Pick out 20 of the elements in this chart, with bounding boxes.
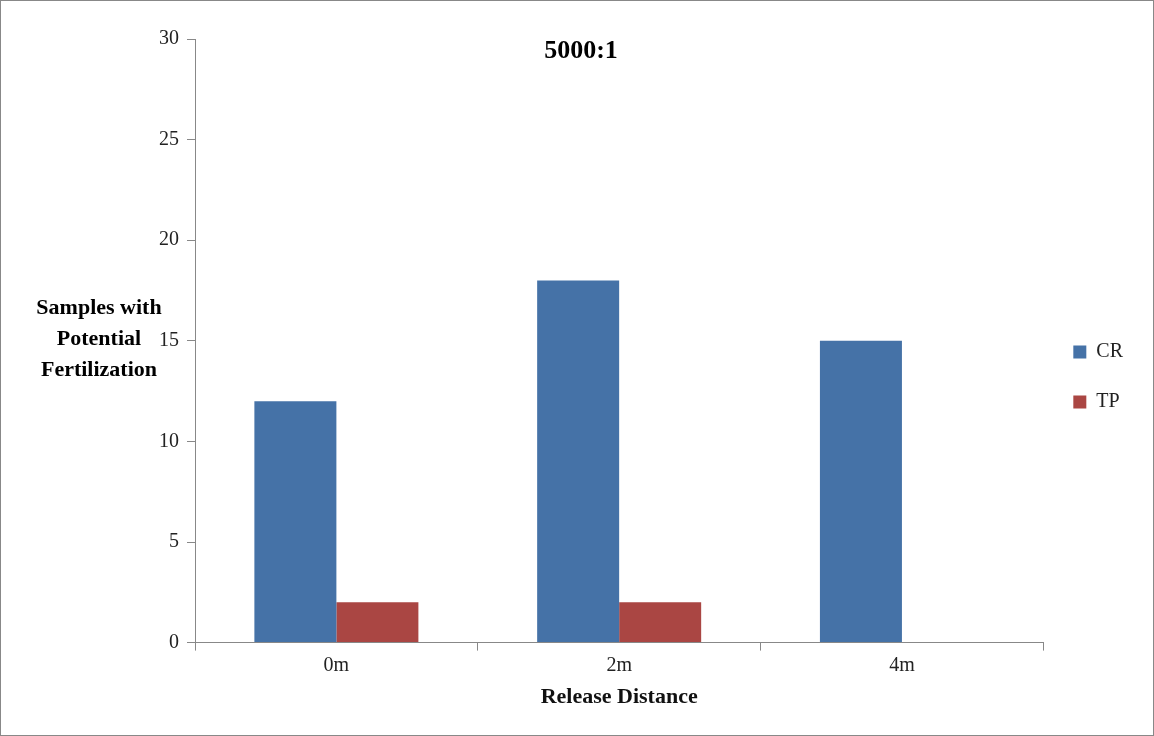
bar bbox=[336, 602, 419, 643]
bar bbox=[537, 280, 620, 643]
y-tick-label: 0 bbox=[169, 629, 179, 652]
bar bbox=[619, 602, 702, 643]
legend-label: CR bbox=[1096, 339, 1124, 362]
y-tick-label: 20 bbox=[159, 227, 179, 250]
y-tick-label: 5 bbox=[169, 529, 179, 552]
chart-title: 5000:1 bbox=[543, 35, 619, 65]
legend-label: TP bbox=[1096, 389, 1120, 412]
x-tick-label: 4m bbox=[889, 652, 916, 675]
y-tick-label: 25 bbox=[159, 126, 179, 149]
x-tick-label: 2m bbox=[606, 652, 633, 675]
bar bbox=[254, 401, 337, 643]
y-tick-label: 30 bbox=[159, 26, 179, 49]
bar bbox=[819, 340, 902, 643]
y-axis-title: Samples with Potential Fertilization bbox=[36, 294, 162, 381]
y-tick-label: 15 bbox=[159, 328, 179, 351]
x-axis-title: Release Distance bbox=[540, 683, 698, 709]
y-tick-label: 10 bbox=[159, 428, 179, 451]
x-tick-label: 0m bbox=[323, 652, 350, 675]
